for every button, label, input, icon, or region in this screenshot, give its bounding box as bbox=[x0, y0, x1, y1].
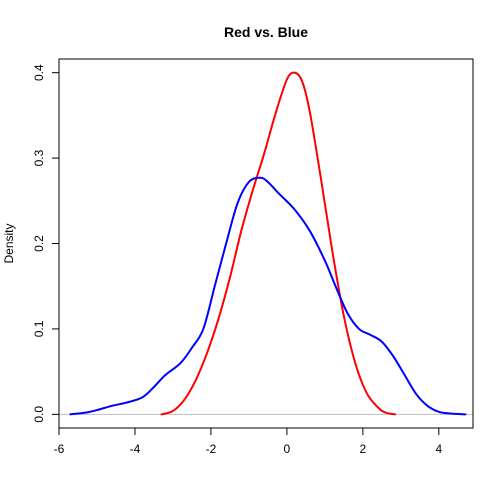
y-tick-label: 0.4 bbox=[32, 64, 46, 81]
x-tick-label: 4 bbox=[435, 442, 442, 456]
y-tick-label: 0.2 bbox=[32, 235, 46, 252]
x-tick-label: -4 bbox=[130, 442, 141, 456]
x-tick-label: -2 bbox=[206, 442, 217, 456]
red-density-line bbox=[160, 71, 397, 416]
y-tick-label: 0.3 bbox=[32, 149, 46, 166]
x-tick-label: -6 bbox=[54, 442, 65, 456]
y-axis-label: Density bbox=[2, 223, 16, 263]
y-axis: 0.0 0.1 0.2 0.3 0.4 bbox=[32, 64, 59, 423]
x-tick-label: 2 bbox=[360, 442, 367, 456]
series-layer bbox=[69, 71, 467, 416]
y-tick-label: 0.1 bbox=[32, 320, 46, 337]
chart-title: Red vs. Blue bbox=[224, 24, 308, 40]
y-tick-label: 0.0 bbox=[32, 406, 46, 423]
blue-density-line bbox=[69, 176, 467, 416]
x-tick-label: 0 bbox=[284, 442, 291, 456]
x-axis: -6 -4 -2 0 2 4 bbox=[54, 428, 442, 456]
